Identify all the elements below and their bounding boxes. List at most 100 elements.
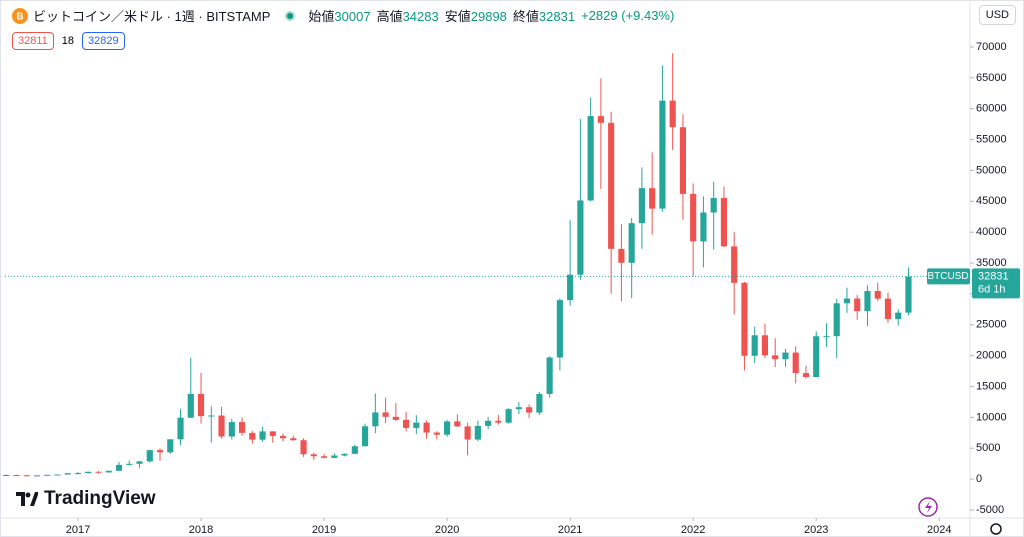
- y-tick-label: 65000: [976, 72, 1007, 84]
- price-tag-value: 32831: [978, 270, 1009, 282]
- status-dot: [285, 10, 296, 21]
- ohlc-label: 高値: [376, 9, 403, 24]
- candle-body: [587, 116, 594, 201]
- candle-body: [382, 412, 389, 417]
- x-tick-label: 2019: [312, 524, 336, 536]
- candle-body: [320, 456, 328, 458]
- candle-body: [156, 450, 164, 453]
- candle-body: [843, 298, 851, 304]
- candle-body: [259, 431, 266, 440]
- x-tick-label: 2023: [804, 524, 828, 536]
- x-tick-label: 2020: [435, 524, 459, 536]
- logo-text: TradingView: [44, 488, 156, 509]
- logo: TradingView: [16, 488, 156, 510]
- candle-body: [403, 419, 410, 428]
- ohlc-value: 30007: [334, 9, 371, 24]
- x-tick-label: 2018: [189, 524, 213, 536]
- x-tick-label: 2024: [927, 524, 951, 536]
- candle-body: [44, 474, 51, 476]
- candle-body: [362, 426, 369, 447]
- candle-body: [464, 426, 471, 440]
- candle-body: [731, 246, 738, 283]
- currency[interactable]: USD: [978, 5, 1016, 25]
- candle-body: [413, 422, 420, 428]
- change: +2829 (+9.43%): [581, 8, 675, 23]
- y-tick-label: 60000: [976, 103, 1007, 115]
- x-tick-label: 2021: [558, 524, 582, 536]
- candle-body: [351, 446, 358, 454]
- price-tag-countdown: 6d 1h: [978, 283, 1006, 295]
- candle-body: [105, 470, 112, 473]
- candle-body: [33, 475, 41, 477]
- candle-body: [761, 335, 769, 356]
- y-tick-label: 5000: [976, 442, 1000, 454]
- candle-body: [864, 291, 871, 312]
- y-tick-label: 10000: [976, 411, 1007, 423]
- y-tick-label: 70000: [976, 41, 1007, 53]
- candle-body: [23, 475, 30, 477]
- candle-body: [741, 282, 748, 356]
- candle-body: [608, 122, 615, 249]
- alert-bolt: [925, 501, 932, 513]
- candle-body: [197, 393, 205, 417]
- candle-body: [895, 312, 902, 319]
- candle-body: [167, 439, 174, 453]
- candle-body: [269, 431, 276, 436]
- candle-body: [177, 417, 184, 440]
- symbol: ビットコイン／米ドル · 1週 · BITSTAMP: [33, 9, 271, 24]
- ask[interactable]: 32829: [82, 32, 125, 50]
- ohlc-label: 始値: [308, 9, 335, 24]
- candle-body: [454, 421, 461, 427]
- candle-body: [341, 453, 348, 456]
- ohlc-value: 34283: [402, 9, 439, 24]
- candle-body: [13, 474, 20, 476]
- y-tick-label: 15000: [976, 380, 1007, 392]
- candle-body: [884, 298, 892, 319]
- toolbar: 32811 18 32829: [12, 32, 125, 50]
- candle-body: [474, 425, 481, 440]
- ohlc-value: 32831: [538, 9, 576, 24]
- candle-body: [720, 197, 728, 247]
- candle-body: [238, 422, 246, 433]
- candle-body: [649, 188, 656, 209]
- y-tick-label: 40000: [976, 226, 1007, 238]
- candle-body: [710, 197, 717, 213]
- candle-body: [54, 474, 61, 476]
- spread: 18: [61, 35, 75, 47]
- candle-body: [905, 276, 912, 313]
- candle-body: [136, 461, 143, 464]
- candle-body: [485, 420, 492, 426]
- candle-body: [536, 393, 543, 413]
- candle-body: [300, 440, 307, 455]
- candle-body: [85, 471, 92, 474]
- settings-icon[interactable]: [990, 523, 1002, 535]
- logo-mark: [16, 492, 38, 506]
- alert-icon[interactable]: [918, 497, 938, 517]
- candle-body: [823, 336, 830, 338]
- candle-body: [505, 409, 512, 423]
- candle-body: [628, 223, 635, 263]
- candle-body: [854, 298, 861, 312]
- candle-body: [331, 455, 338, 458]
- candle-body: [567, 274, 574, 301]
- candle-body: [310, 454, 317, 457]
- svg-text:B: B: [16, 11, 23, 22]
- candle-body: [495, 420, 502, 423]
- candle-body: [874, 291, 881, 299]
- symbol-tag: [927, 268, 970, 285]
- y-tick-label: 45000: [976, 195, 1007, 207]
- candle-body: [290, 438, 297, 441]
- symbol-tag-label: BTCUSD: [927, 271, 968, 282]
- candle-body: [546, 357, 553, 394]
- candle-body: [813, 336, 820, 378]
- candle-body: [433, 432, 440, 435]
- candle-body: [392, 416, 399, 420]
- bid[interactable]: 32811: [12, 32, 54, 50]
- y-tick-label: 35000: [976, 257, 1007, 269]
- candle-body: [618, 248, 625, 263]
- candle-body: [690, 193, 697, 242]
- candle-body: [782, 352, 789, 360]
